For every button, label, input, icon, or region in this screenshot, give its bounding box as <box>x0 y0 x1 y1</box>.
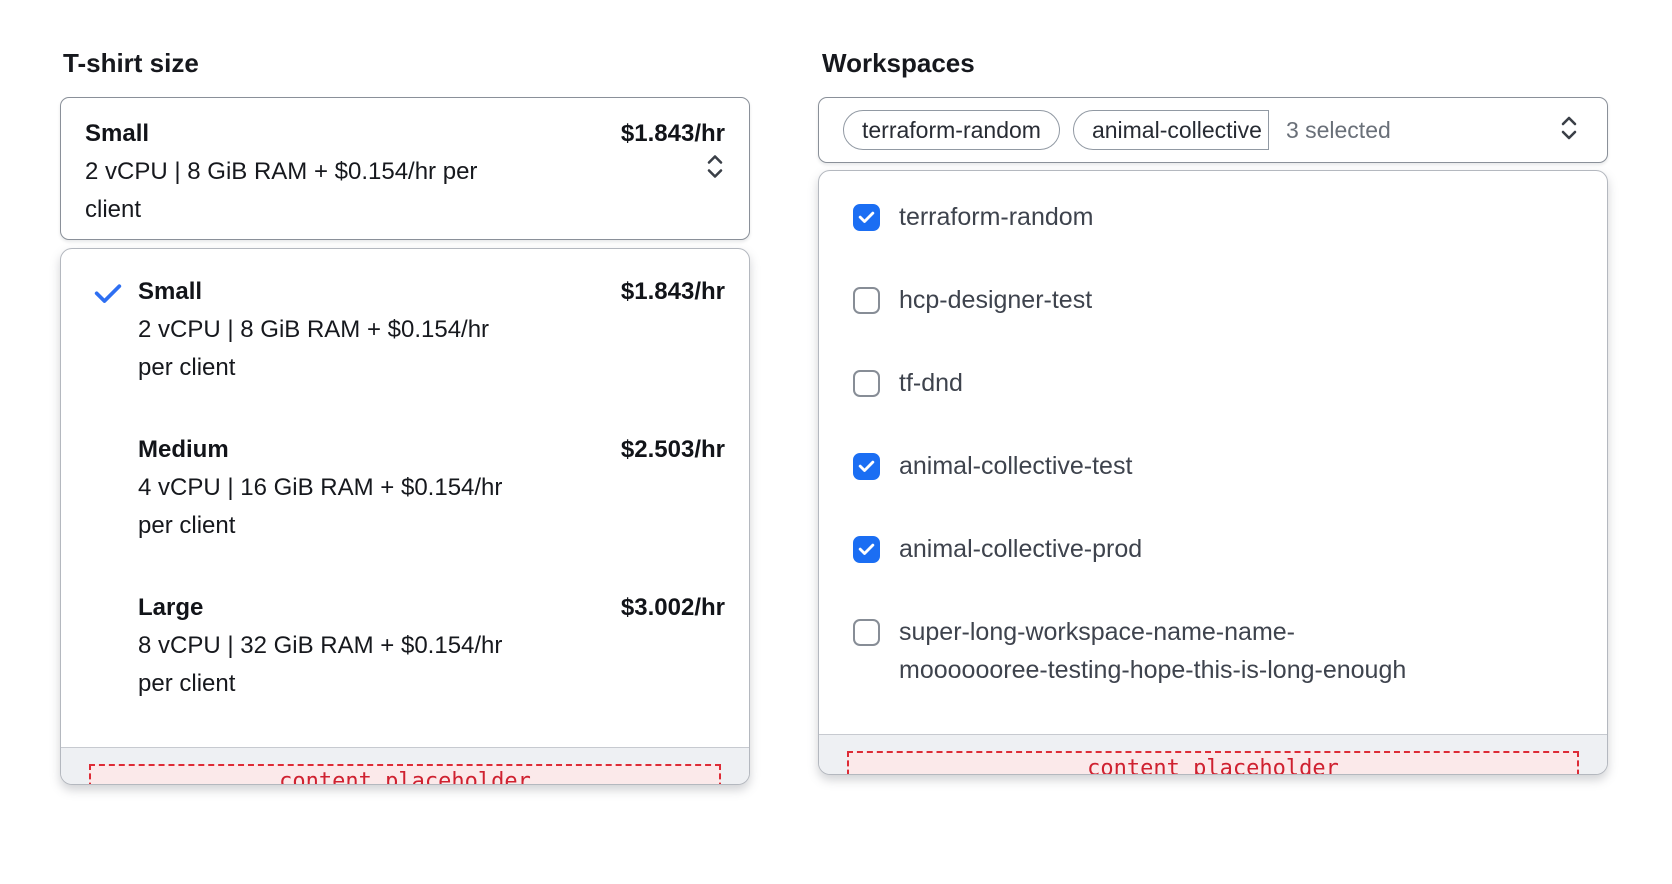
option-price: $2.503/hr <box>620 436 725 463</box>
option-title: Medium <box>138 436 229 463</box>
workspaces-dropdown: terraform-random hcp-designer-test tf-dn… <box>818 170 1608 775</box>
chevron-up-down-icon <box>1555 111 1583 150</box>
content-placeholder: content placeholder <box>89 764 721 784</box>
workspace-option-terraform-random[interactable]: terraform-random <box>853 198 1579 236</box>
checkbox-icon[interactable] <box>853 204 880 231</box>
selected-count: 3 selected <box>1285 116 1391 143</box>
selected-size-price: $1.843/hr <box>620 120 725 147</box>
workspaces-label: Workspaces <box>822 48 975 78</box>
dropdown-footer: content placeholder <box>61 747 749 784</box>
checkbox-icon[interactable] <box>853 453 880 480</box>
workspace-option-tf-dnd[interactable]: tf-dnd <box>853 364 1579 402</box>
workspace-option-label: terraform-random <box>899 203 1094 231</box>
tag-animal-collective: animal-collective <box>1072 110 1269 150</box>
workspace-option-animal-collective-prod[interactable]: animal-collective-prod <box>853 530 1579 568</box>
tshirt-size-label: T-shirt size <box>63 48 199 78</box>
tshirt-size-option-list: Small $1.843/hr 2 vCPU | 8 GiB RAM + $0.… <box>61 249 749 747</box>
workspace-option-label: tf-dnd <box>899 369 963 397</box>
dropdown-footer: content placeholder <box>819 734 1607 774</box>
tag-terraform-random: terraform-random <box>843 110 1060 150</box>
workspace-option-animal-collective-test[interactable]: animal-collective-test <box>853 447 1579 485</box>
option-description: 4 vCPU | 16 GiB RAM + $0.154/hr per clie… <box>138 474 503 539</box>
checkbox-icon[interactable] <box>853 619 880 646</box>
option-price: $1.843/hr <box>620 278 725 305</box>
selected-size-description: 2 vCPU | 8 GiB RAM + $0.154/hr per clien… <box>85 158 478 223</box>
option-price: $3.002/hr <box>620 594 725 621</box>
option-medium[interactable]: Medium $2.503/hr 4 vCPU | 16 GiB RAM + $… <box>138 431 725 545</box>
workspaces-multiselect-trigger[interactable]: terraform-random animal-collective 3 sel… <box>818 97 1608 163</box>
chevron-up-down-icon <box>701 149 729 188</box>
checkbox-icon[interactable] <box>853 536 880 563</box>
checkbox-icon[interactable] <box>853 370 880 397</box>
option-description: 8 vCPU | 32 GiB RAM + $0.154/hr per clie… <box>138 632 503 697</box>
workspaces-option-list: terraform-random hcp-designer-test tf-dn… <box>819 171 1607 734</box>
option-small[interactable]: Small $1.843/hr 2 vCPU | 8 GiB RAM + $0.… <box>94 273 725 387</box>
workspace-option-label: hcp-designer-test <box>899 286 1093 314</box>
option-title: Small <box>138 278 203 305</box>
option-description: 2 vCPU | 8 GiB RAM + $0.154/hr per clien… <box>138 316 490 381</box>
content-placeholder: content placeholder <box>847 751 1579 774</box>
check-icon <box>91 277 125 311</box>
tshirt-size-dropdown: Small $1.843/hr 2 vCPU | 8 GiB RAM + $0.… <box>60 248 750 785</box>
selected-size-title: Small <box>85 120 150 147</box>
workspace-option-super-long-name[interactable]: super-long-workspace-name-name-moooooore… <box>853 613 1579 689</box>
workspace-option-label: animal-collective-test <box>899 452 1133 480</box>
workspace-option-label: animal-collective-prod <box>899 535 1143 563</box>
workspace-option-label: super-long-workspace-name-name-moooooore… <box>899 618 1407 684</box>
checkbox-icon[interactable] <box>853 287 880 314</box>
tshirt-size-select-trigger[interactable]: Small $1.843/hr 2 vCPU | 8 GiB RAM + $0.… <box>60 97 750 240</box>
option-large[interactable]: Large $3.002/hr 8 vCPU | 32 GiB RAM + $0… <box>138 589 725 703</box>
workspace-option-hcp-designer-test[interactable]: hcp-designer-test <box>853 281 1579 319</box>
option-title: Large <box>138 594 204 621</box>
